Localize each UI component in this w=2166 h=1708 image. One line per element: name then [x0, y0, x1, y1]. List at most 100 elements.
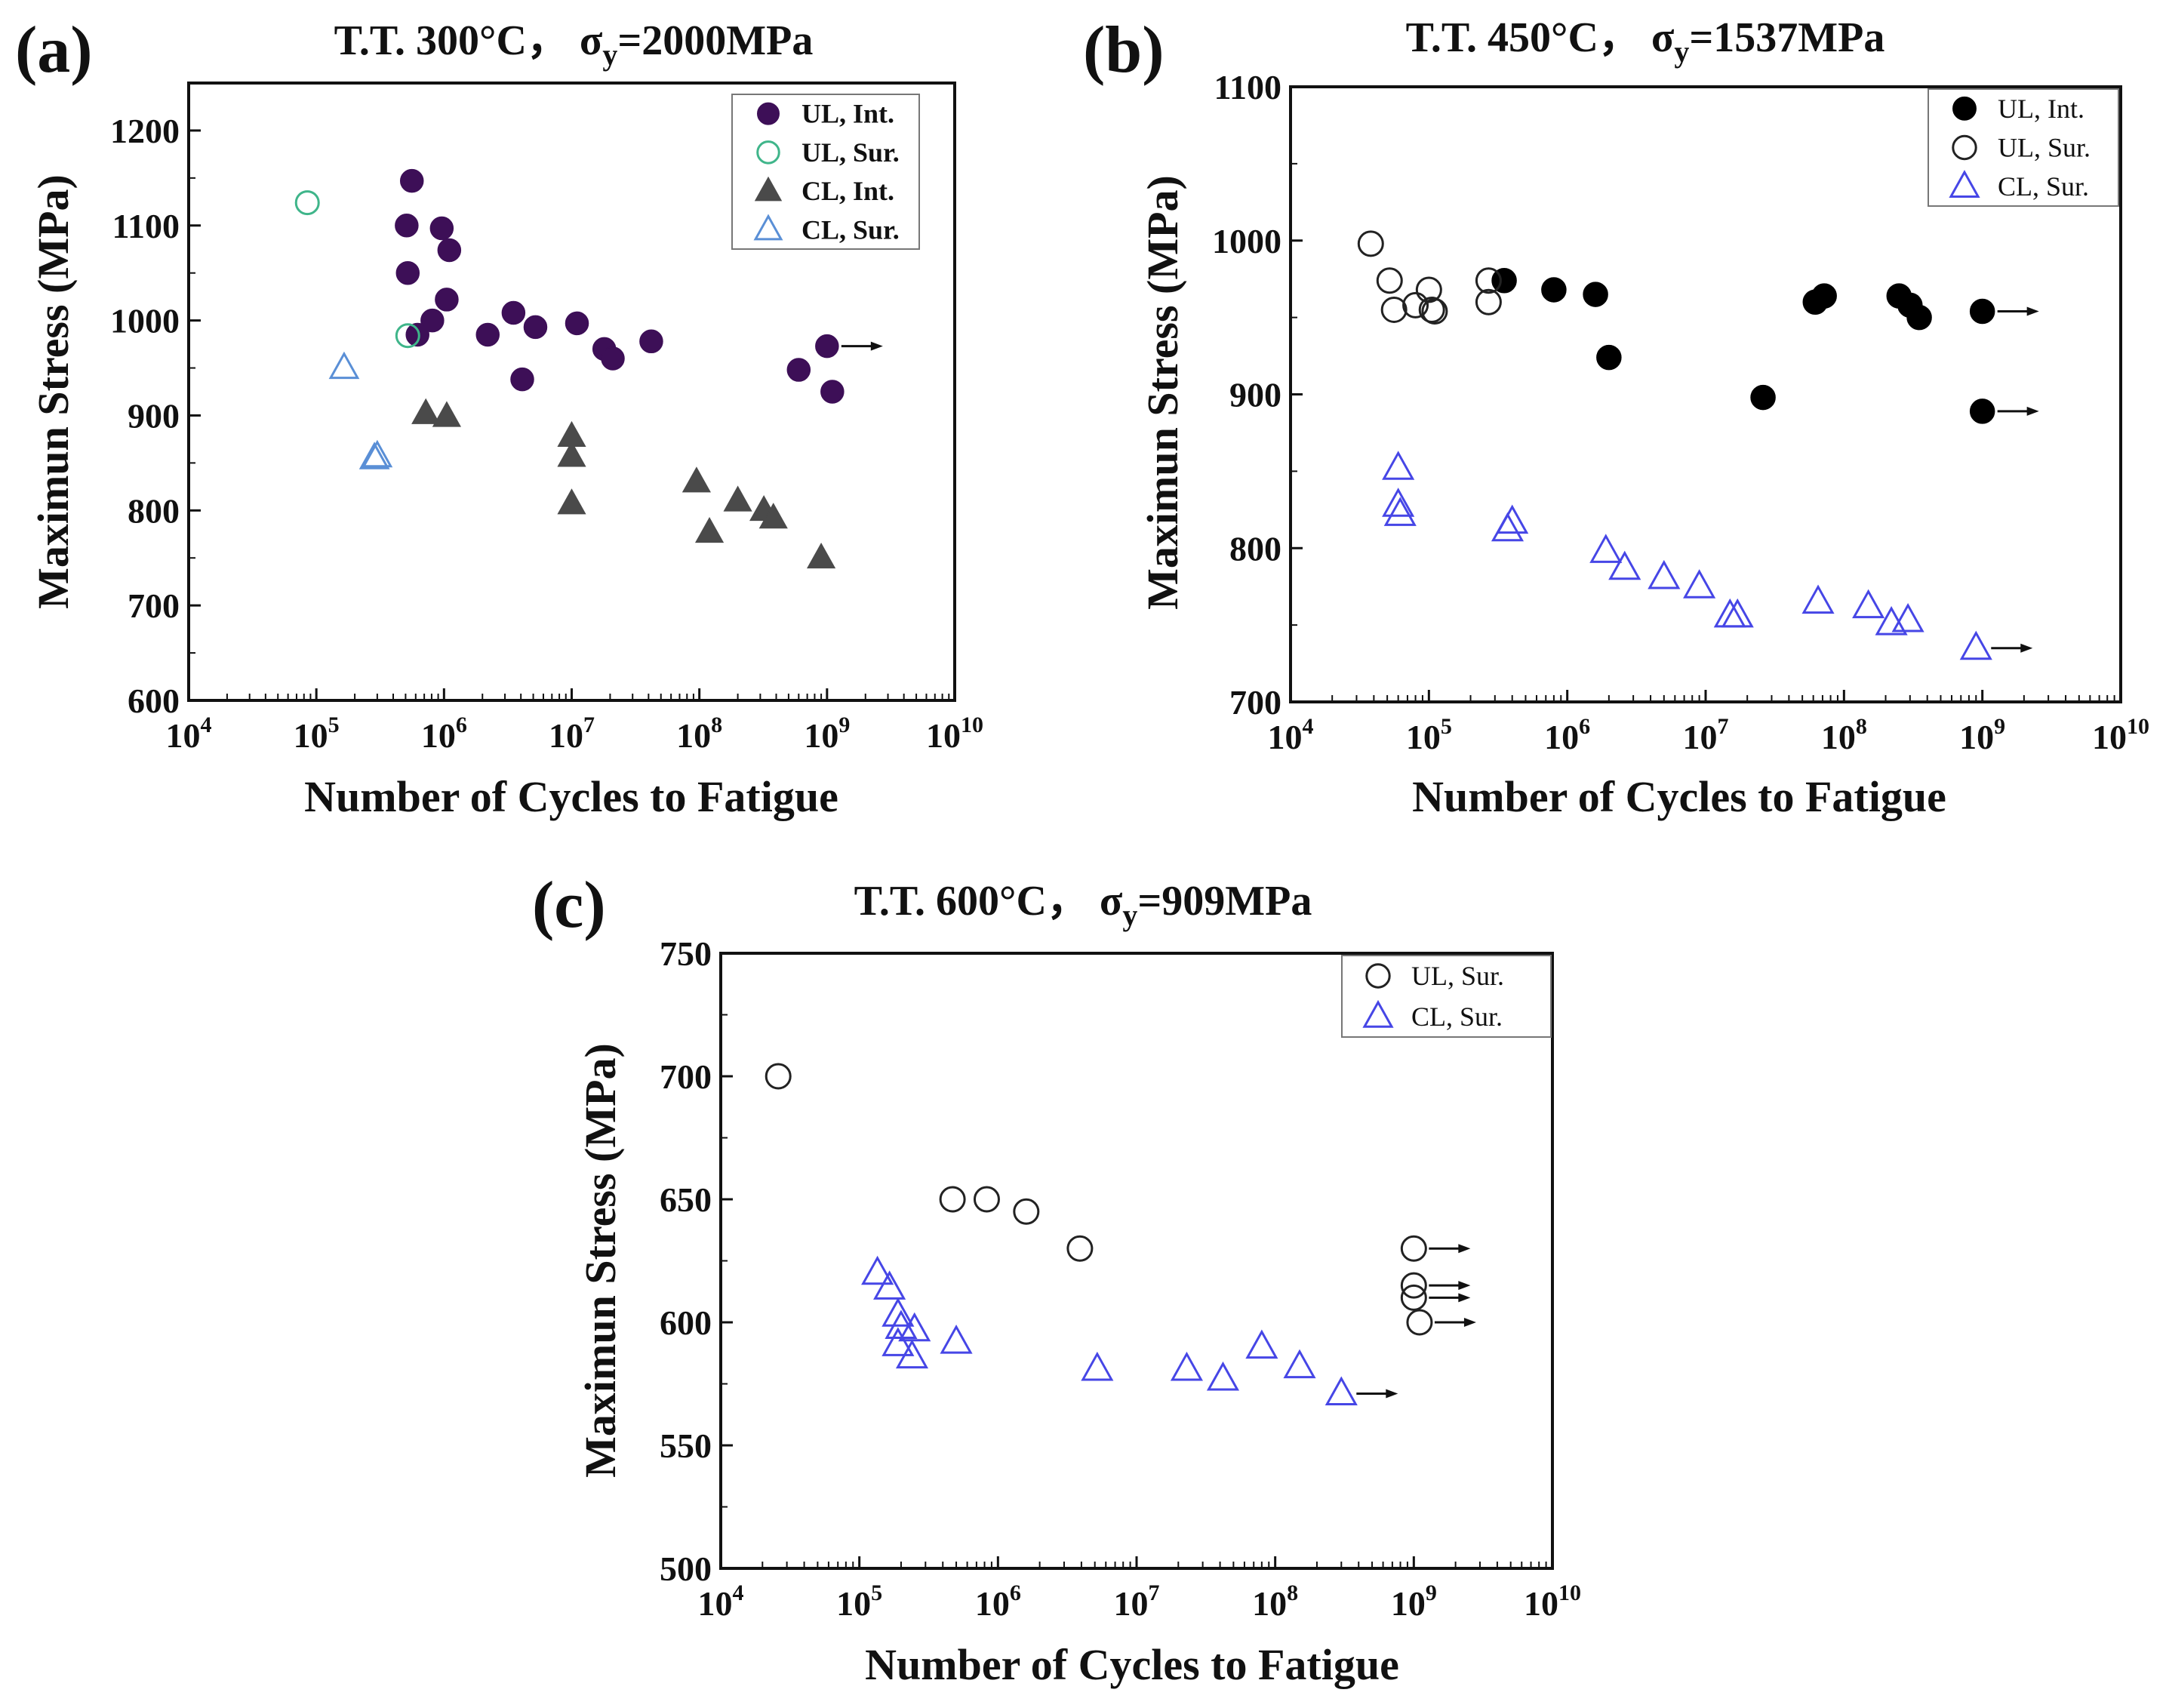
- data-point: [723, 485, 752, 512]
- data-point: [1750, 384, 1776, 411]
- data-point: [758, 503, 788, 529]
- data-point: [1400, 1284, 1427, 1311]
- legend-marker: [1952, 96, 1977, 121]
- y-tick-label: 700: [660, 1057, 712, 1096]
- panel-b-legend: UL, Int. UL, Sur. CL, Sur.: [1928, 88, 2119, 207]
- legend-label: CL, Sur.: [801, 214, 900, 245]
- data-point: [807, 542, 836, 569]
- panel-a-title: T.T. 300°C， σy=2000MPa: [334, 17, 814, 72]
- panel-a-label: (a): [15, 14, 93, 87]
- panel-c: (c) T.T. 600°C， σy=909MPa 500 550 600 650 70…: [532, 869, 1581, 1689]
- y-tick-label: 1200: [110, 112, 180, 150]
- x-tick-label: 1010: [1524, 1580, 1581, 1623]
- y-tick-label: 750: [660, 934, 712, 973]
- data-point: [601, 346, 625, 371]
- data-point: [1811, 283, 1837, 309]
- data-point: [820, 380, 845, 404]
- data-point: [557, 488, 586, 515]
- legend-label: CL, Int.: [801, 176, 894, 206]
- data-point: [358, 442, 390, 469]
- legend-marker: [756, 140, 780, 165]
- x-tick-label: 104: [698, 1580, 744, 1623]
- data-point: [510, 367, 534, 392]
- data-point: [681, 466, 711, 493]
- data-point: [1969, 298, 1995, 325]
- panel-a-legend: UL, Int. UL, Sur. CL, Int. CL, Sur.: [731, 94, 920, 250]
- data-point: [475, 322, 500, 347]
- x-tick-label: 1010: [926, 712, 983, 755]
- data-point: [895, 1339, 929, 1369]
- panel-b-y-ticks: 700 800 900 1000 1100: [1212, 68, 1303, 722]
- data-point: [1801, 584, 1835, 614]
- x-tick-label: 106: [421, 712, 467, 755]
- panel-b: (b) T.T. 450°C， σy=1537MPa 700 800 900 1000…: [1083, 14, 2149, 821]
- data-point: [1170, 1351, 1203, 1381]
- data-point: [639, 329, 663, 354]
- legend-label: CL, Sur.: [1998, 171, 2089, 202]
- legend-marker: [753, 214, 783, 241]
- y-tick-label: 1100: [1214, 68, 1281, 106]
- panel-b-label: (b): [1083, 14, 1165, 87]
- data-point: [429, 216, 454, 241]
- data-point: [1596, 344, 1622, 371]
- panel-c-plot-frame: [719, 952, 1554, 1570]
- y-tick-label: 1000: [110, 302, 180, 340]
- x-tick-label: 108: [676, 712, 722, 755]
- data-point: [1206, 1361, 1240, 1391]
- y-tick-label: 650: [660, 1180, 712, 1219]
- data-point: [501, 300, 526, 325]
- panel-a-title-suffix: =2000MPa: [617, 17, 813, 64]
- data-point: [1013, 1198, 1040, 1225]
- panel-b-points: [1357, 230, 2039, 660]
- legend-marker: [754, 176, 783, 202]
- runout-arrow-head: [2026, 406, 2039, 416]
- panel-c-legend: UL, Sur. CL, Sur.: [1341, 955, 1552, 1038]
- data-point: [1969, 399, 1995, 424]
- data-point: [1382, 451, 1415, 480]
- data-point: [395, 323, 420, 349]
- data-point: [1245, 1329, 1278, 1359]
- data-point: [1402, 291, 1429, 319]
- data-point: [1283, 1349, 1316, 1379]
- data-point: [1541, 277, 1567, 303]
- y-tick-label: 700: [1229, 683, 1281, 722]
- data-point: [694, 516, 725, 543]
- data-point: [1406, 1309, 1433, 1336]
- y-tick-label: 500: [660, 1550, 712, 1588]
- x-tick-label: 109: [1959, 714, 2005, 756]
- data-point: [1081, 1351, 1114, 1381]
- legend-label: UL, Int.: [1998, 94, 2084, 124]
- data-point: [420, 308, 445, 333]
- x-tick-label: 106: [975, 1580, 1021, 1623]
- x-tick-label: 109: [804, 712, 850, 755]
- legend-label: UL, Sur.: [1998, 133, 2091, 163]
- y-tick-label: 1000: [1212, 222, 1281, 260]
- data-point: [557, 441, 586, 467]
- x-tick-label: 107: [549, 712, 595, 755]
- panel-b-title: T.T. 450°C， σy=1537MPa: [1406, 14, 1885, 69]
- panel-c-title-sub: y: [1122, 898, 1137, 932]
- x-tick-label: 107: [1683, 714, 1729, 756]
- runout-arrow-head: [1458, 1293, 1471, 1303]
- y-tick-label: 600: [660, 1303, 712, 1342]
- data-point: [1400, 1235, 1427, 1262]
- x-tick-label: 109: [1391, 1580, 1437, 1623]
- panel-c-y-ticks: 500 550 600 650 700 750: [660, 934, 733, 1588]
- data-point: [362, 439, 393, 468]
- data-point: [294, 190, 320, 216]
- panel-c-title-suffix: =909MPa: [1137, 878, 1312, 925]
- legend-label: UL, Sur.: [801, 137, 900, 168]
- data-point: [1721, 598, 1754, 628]
- x-tick-label: 105: [836, 1580, 882, 1623]
- data-point: [1357, 230, 1384, 257]
- y-tick-label: 700: [128, 586, 180, 625]
- y-tick-label: 900: [128, 396, 180, 435]
- data-point: [1066, 1235, 1094, 1262]
- panel-b-x-axis-label: Number of Cycles to Fatigue: [1412, 772, 1946, 821]
- panel-a-y-ticks: 600 700 800 900 1000 1100 1200: [110, 112, 201, 720]
- x-tick-label: 106: [1544, 714, 1590, 756]
- panel-c-title-prefix: T.T. 600°C， σ: [854, 878, 1123, 925]
- panel-a: (a) T.T. 300°C， σy=2000MPa 600 700 800 900 1…: [15, 14, 983, 821]
- data-point: [399, 168, 424, 193]
- legend-label: CL, Sur.: [1411, 1002, 1503, 1032]
